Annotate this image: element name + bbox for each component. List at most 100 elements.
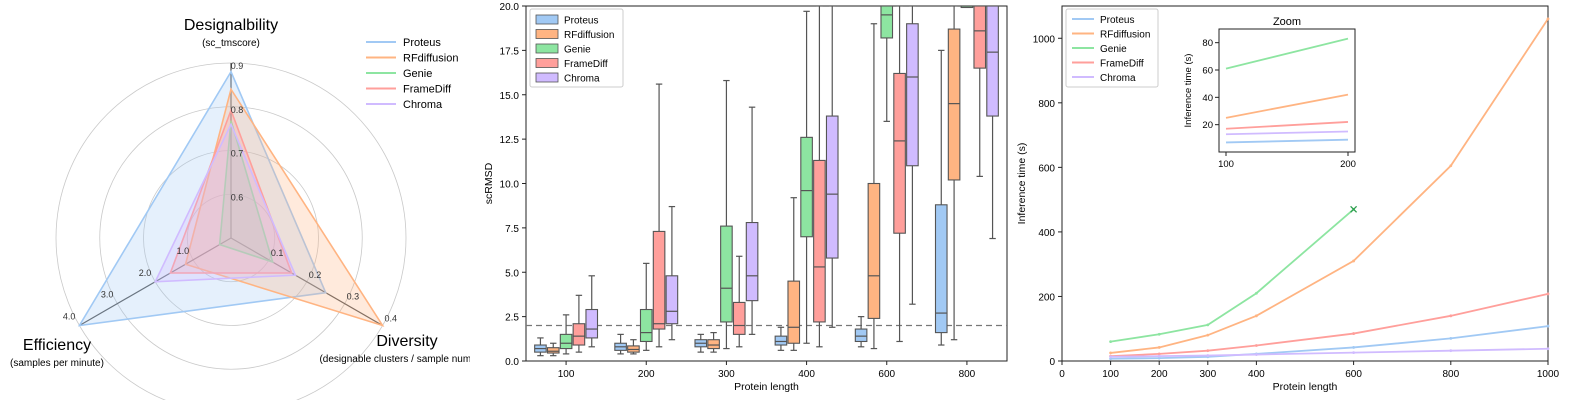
x-tick-label: 600: [878, 369, 895, 380]
radar-axis-title: Diversity: [376, 333, 437, 350]
inset-series-line-rfdiffusion: [1225, 93, 1349, 119]
y-tick-label: 0.0: [505, 357, 519, 368]
legend-label-proteus: Proteus: [564, 16, 598, 27]
radar-tick-label: 0.8: [231, 105, 244, 115]
line-plot-frame: [1061, 5, 1549, 362]
x-tick-label: 0: [1059, 369, 1065, 380]
box-framediff: [813, 6, 826, 348]
legend-label-chroma: Chroma: [403, 99, 443, 111]
box-iqr: [720, 225, 733, 323]
radar-axis-subtitle: (sc_tmscore): [202, 38, 260, 49]
box-iqr: [774, 335, 788, 346]
inset-series-line-genie: [1225, 37, 1349, 70]
y-tick-label: 20.0: [500, 2, 520, 13]
legend-swatch-chroma: [535, 72, 559, 83]
radar-tick-label: 0.3: [347, 292, 360, 302]
box-iqr: [867, 182, 881, 319]
series-point-proteus: [1109, 357, 1112, 361]
radar-tick-label: 0.2: [309, 270, 322, 280]
x-tick-label: 800: [959, 369, 976, 380]
box-proteus: [614, 333, 627, 355]
box-rfdiffusion: [627, 339, 640, 355]
radar-tick-label: 1.0: [177, 246, 190, 256]
box-iqr: [973, 6, 987, 69]
legend-label-framediff: FrameDiff: [403, 84, 452, 96]
series-point-chroma: [1352, 351, 1355, 355]
legend-label-genie: Genie: [1100, 44, 1127, 55]
radar-area-chroma: [153, 122, 297, 283]
y-axis-label: scRMSD: [483, 162, 495, 204]
radar-tick-label: 0.6: [231, 192, 244, 202]
radar-axis-2: [230, 237, 383, 327]
x-tick-label: 800: [1442, 369, 1459, 380]
inset-series-line-chroma: [1225, 130, 1349, 136]
legend-label-framediff: FrameDiff: [564, 59, 608, 70]
x-tick-label: 200: [638, 369, 655, 380]
series-point-proteus: [1352, 346, 1355, 349]
inset-title: Zoom: [1273, 16, 1301, 28]
legend-label-proteus: Proteus: [1100, 15, 1134, 26]
box-chroma: [825, 6, 839, 328]
box-iqr: [732, 301, 746, 335]
box-iqr: [546, 347, 560, 354]
series-point-chroma: [1109, 355, 1112, 359]
legend-label-rfdiffusion: RFdiffusion: [1100, 30, 1150, 41]
box-iqr: [585, 308, 599, 339]
series-point-genie: [1157, 332, 1161, 336]
y-tick-label: 15.0: [500, 91, 520, 102]
inset-y-axis-label: Inference time (s): [1183, 54, 1194, 128]
series-point-framediff: [1352, 332, 1355, 335]
box-genie: [960, 6, 974, 9]
inset-series-line-framediff: [1225, 121, 1349, 130]
series-point-rfdiffusion: [1206, 333, 1210, 337]
x-tick-label: 1000: [1537, 369, 1560, 380]
boxplot-panel: 0.0 2.5 5.0 7.5 10.0 12.5 15.0 17.5 20.0 100 200 30…: [470, 0, 1015, 400]
radar-axis-title: Efficiency: [23, 337, 91, 354]
box-iqr: [854, 328, 868, 343]
series-point-genie: [1109, 340, 1112, 344]
box-proteus: [774, 326, 788, 351]
series-point-genie: [1206, 323, 1210, 327]
legend-label-chroma: Chroma: [1100, 73, 1136, 84]
box-genie: [639, 262, 653, 351]
radar-tick-label: 2.0: [139, 268, 152, 278]
box-framediff: [652, 83, 666, 348]
line-chart: 0 100 200 300 400 600 800 1000 0 200 400 600 800 1000…: [1016, 5, 1560, 393]
series-point-chroma: [1255, 353, 1258, 356]
boxplot-chart: 0.0 2.5 5.0 7.5 10.0 12.5 15.0 17.5 20.0 100 200 30…: [483, 2, 1008, 393]
y-tick-label: 2.5: [505, 313, 519, 324]
x-tick-label: 100: [558, 369, 575, 380]
box-genie: [720, 79, 733, 350]
radar-tick-label: 4.0: [63, 312, 76, 322]
radar-area-framediff: [169, 107, 293, 274]
radar-panel: 0.6 0.7 0.8 0.9 0.1 0.2 0.3 0.4 1.0 2.0 3.0 4.0 Desi…: [0, 0, 475, 405]
box-iqr: [800, 136, 813, 238]
box-chroma: [906, 6, 919, 305]
radar-tick-label: 0.9: [231, 61, 244, 71]
series-point-rfdiffusion: [1109, 351, 1112, 355]
box-framediff: [893, 6, 906, 343]
x-tick-label: 600: [1345, 369, 1362, 380]
box-chroma: [665, 205, 679, 341]
legend-swatch-genie: [535, 43, 559, 54]
legend-label-chroma: Chroma: [564, 74, 600, 85]
series-point-rfdiffusion: [1352, 259, 1355, 263]
x-tick-label: 200: [1151, 369, 1168, 380]
legend-label-genie: Genie: [403, 68, 432, 80]
y-tick-label: 10.0: [500, 180, 520, 191]
inset-y-tick-label: 60: [1202, 66, 1213, 77]
radar-area-genie: [218, 120, 274, 264]
y-tick-label: 200: [1038, 292, 1055, 303]
legend-label-framediff: FrameDiff: [1100, 59, 1144, 70]
series-point-chroma: [1546, 347, 1550, 351]
box-chroma: [585, 275, 599, 348]
box-proteus: [854, 316, 868, 348]
y-tick-label: 0: [1049, 357, 1055, 368]
box-iqr: [960, 6, 974, 9]
legend-label-rfdiffusion: RFdiffusion: [564, 30, 614, 41]
box-genie: [559, 314, 573, 355]
box-genie: [800, 10, 813, 344]
series-point-rfdiffusion: [1546, 17, 1550, 21]
series-point-genie: [1255, 291, 1258, 295]
box-iqr: [707, 339, 720, 350]
